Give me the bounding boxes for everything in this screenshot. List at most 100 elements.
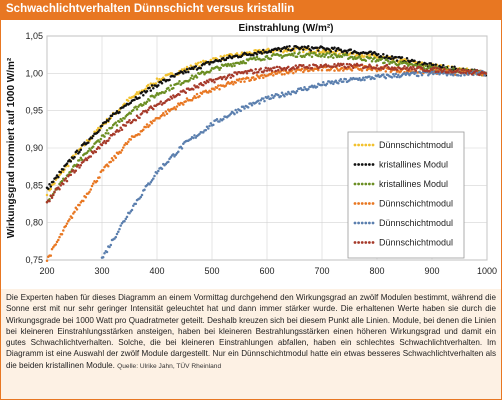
series-point — [158, 77, 161, 81]
series-point — [153, 174, 156, 178]
series-point — [104, 141, 108, 145]
legend-marker — [360, 143, 364, 147]
series-point — [369, 56, 373, 59]
series-point — [303, 86, 306, 89]
series-point — [225, 64, 229, 68]
series-point — [207, 127, 210, 130]
legend-label: kristallines Modul — [379, 160, 448, 170]
series-point — [178, 103, 181, 107]
series-point — [152, 107, 155, 111]
series-point — [230, 65, 234, 68]
series-point — [202, 131, 205, 134]
series-point — [352, 57, 355, 61]
series-point — [117, 230, 120, 234]
series-point — [420, 73, 424, 77]
series-point — [62, 229, 65, 232]
series-point — [114, 156, 118, 160]
series-point — [82, 199, 85, 203]
series-point — [405, 57, 409, 60]
series-point — [273, 66, 276, 69]
series-point — [78, 166, 81, 169]
series-point — [184, 91, 188, 95]
series-point — [209, 90, 213, 93]
legend-marker — [371, 202, 375, 205]
legend-marker — [357, 143, 360, 147]
series-point — [70, 216, 74, 219]
series-point — [209, 122, 213, 125]
legend-marker — [353, 241, 357, 244]
series-point — [88, 138, 91, 141]
series-point — [374, 66, 378, 70]
series-point — [340, 66, 344, 70]
series-point — [246, 106, 250, 109]
series-point — [452, 67, 455, 70]
series-point — [484, 72, 488, 75]
series-point — [339, 78, 343, 81]
series-point — [274, 69, 278, 73]
series-point — [417, 74, 420, 78]
series-point — [125, 215, 129, 219]
x-axis-title: Einstrahlung (W/m²) — [239, 23, 334, 34]
legend-box — [347, 131, 465, 259]
series-point — [243, 107, 246, 110]
series-point — [192, 136, 195, 140]
series-point — [368, 63, 371, 67]
legend-marker — [368, 202, 371, 205]
series-point — [257, 99, 260, 103]
series-point — [350, 64, 354, 68]
series-point — [152, 86, 155, 90]
series-point — [232, 74, 235, 78]
legend-label: kristallines Modul — [379, 179, 448, 189]
series-point — [177, 82, 180, 85]
series-point — [60, 179, 64, 183]
series-point — [178, 80, 181, 83]
series-point — [447, 71, 450, 74]
x-tick-label: 1000 — [477, 266, 497, 276]
series-point — [115, 232, 119, 236]
series-point — [324, 49, 328, 52]
series-point — [469, 69, 473, 73]
series-point — [283, 94, 286, 98]
series-point — [209, 69, 213, 72]
series-point — [154, 94, 158, 97]
series-point — [235, 72, 239, 76]
series-point — [323, 55, 326, 58]
series-point — [437, 70, 440, 73]
series-point — [98, 140, 101, 143]
header-bar: Schwachlichtverhalten Dünnschicht versus… — [1, 1, 501, 20]
series-point — [163, 114, 166, 117]
series-point — [72, 169, 75, 172]
series-point — [260, 74, 264, 77]
series-point — [49, 254, 53, 257]
caption: Die Experten haben für dieses Diagramm a… — [6, 292, 496, 372]
series-point — [149, 180, 153, 184]
series-point — [334, 49, 338, 52]
series-point — [340, 55, 344, 58]
series-point — [294, 70, 298, 73]
series-point — [342, 69, 345, 72]
x-tick-label: 300 — [94, 266, 109, 276]
series-point — [302, 50, 305, 54]
series-point — [100, 124, 104, 127]
series-point — [164, 110, 168, 113]
series-point — [207, 80, 210, 84]
legend-marker — [368, 221, 371, 225]
series-point — [178, 93, 181, 96]
series-point — [252, 53, 255, 57]
series-point — [144, 87, 148, 91]
legend-marker — [353, 143, 357, 147]
series-point — [132, 108, 135, 112]
series-point — [387, 59, 390, 63]
series-point — [442, 69, 445, 73]
series-point — [219, 66, 222, 70]
series-point — [344, 66, 348, 69]
series-point — [49, 185, 53, 188]
series-point — [253, 56, 256, 60]
series-point — [429, 62, 433, 65]
series-point — [320, 68, 324, 72]
series-point — [277, 93, 280, 97]
series-point — [78, 203, 81, 207]
series-point — [149, 89, 153, 92]
series-point — [110, 114, 114, 117]
series-point — [280, 91, 284, 94]
